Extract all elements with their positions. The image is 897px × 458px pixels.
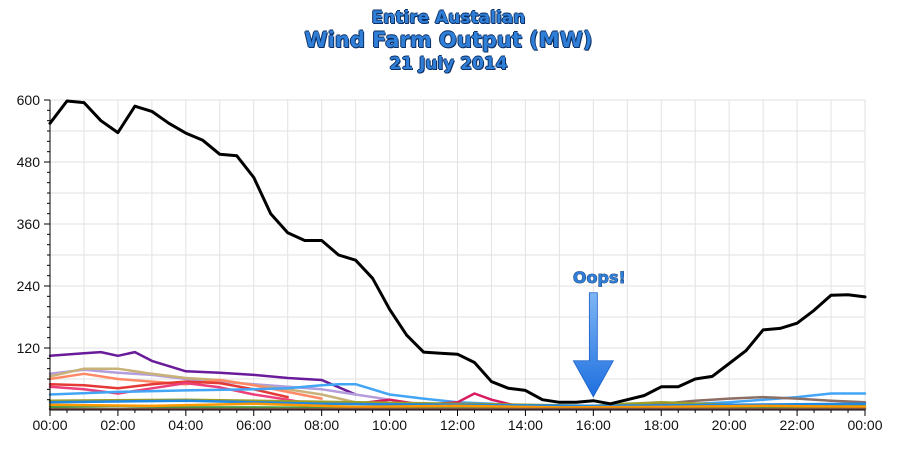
series-line-0 (48, 99, 867, 406)
series-line-3 (48, 367, 357, 404)
chart-subtitle-date: 21 July 2014 (389, 53, 508, 74)
x-tick-label: 02:00 (100, 417, 135, 433)
y-tick-label: 240 (17, 278, 41, 294)
x-tick-label: 18:00 (644, 417, 679, 433)
annotation-label: Oops! (573, 268, 626, 287)
x-tick-label: 22:00 (780, 417, 815, 433)
x-tick-label: 00:00 (847, 417, 882, 433)
y-tick-label: 120 (17, 340, 41, 356)
chart-grid (49, 99, 866, 411)
tick-labels: 120 240 360 480 600 00:00 02:00 04:00 06:00 08:00… (17, 92, 883, 433)
series-line-1 (48, 350, 357, 396)
x-tick-label: 20:00 (712, 417, 747, 433)
y-tick-label: 600 (17, 92, 41, 108)
chart-title-block: Entire Austalian Wind Farm Output (MW) 2… (0, 8, 897, 74)
x-tick-label: 10:00 (372, 417, 407, 433)
x-tick-label: 00:00 (32, 417, 67, 433)
chart-axes (44, 99, 866, 416)
series-line-13 (48, 402, 867, 409)
y-tick-label: 480 (17, 154, 41, 170)
x-tick-label: 16:00 (576, 417, 611, 433)
chart-title-line-1: Entire Austalian (371, 8, 526, 28)
oops-annotation: Oops! (572, 267, 626, 398)
series-line-2 (48, 368, 391, 401)
series-layer (48, 99, 867, 411)
chart-title-line-2: Wind Farm Output (MW) (304, 28, 593, 53)
x-tick-label: 06:00 (236, 417, 271, 433)
series-line-6 (48, 381, 323, 408)
x-tick-label: 08:00 (304, 417, 339, 433)
x-tick-label: 12:00 (440, 417, 475, 433)
annotation-arrow (572, 292, 615, 398)
x-tick-label: 04:00 (168, 417, 203, 433)
y-tick-label: 360 (17, 216, 41, 232)
x-tick-label: 14:00 (508, 417, 543, 433)
